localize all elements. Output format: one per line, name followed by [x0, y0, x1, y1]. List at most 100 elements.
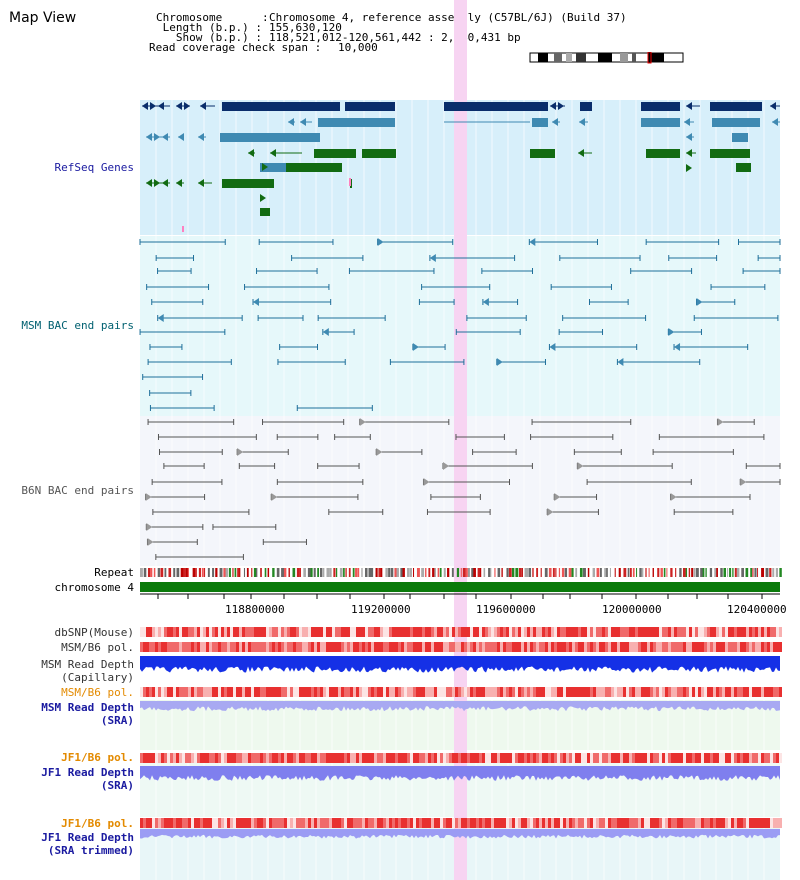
heat-cell: [194, 627, 197, 637]
heat-cell: [425, 753, 428, 763]
track-label-repeat[interactable]: Repeat: [94, 566, 134, 579]
repeat-mark: [599, 568, 602, 577]
heat-cell: [773, 627, 776, 637]
heat-cell: [359, 753, 362, 763]
heat-cell: [308, 642, 311, 652]
track-label-jf1-depth-sra[interactable]: JF1 Read Depth: [41, 766, 134, 779]
heat-cell: [287, 753, 290, 763]
repeat-mark: [524, 568, 528, 577]
heat-cell: [551, 627, 554, 637]
heat-cell: [311, 627, 314, 637]
b6n-arrow: [442, 462, 449, 470]
heat-cell: [539, 687, 542, 697]
gene-arrow: [772, 118, 778, 126]
heat-cell: [410, 687, 413, 697]
heat-cell: [302, 687, 305, 697]
track-label-msm-b6-pol-2[interactable]: MSM/B6 pol.: [61, 686, 134, 699]
heat-cell: [695, 687, 698, 697]
heat-cell: [323, 627, 326, 637]
repeat-mark: [409, 568, 412, 577]
heat-cell: [443, 627, 446, 637]
heat-cell: [605, 753, 608, 763]
track-label-msm-depth-capillary[interactable]: MSM Read Depth: [41, 658, 134, 671]
track-label-msm-b6-pol[interactable]: MSM/B6 pol.: [61, 641, 134, 654]
heat-cell: [590, 753, 593, 763]
heat-cell: [623, 818, 626, 828]
repeat-mark: [176, 568, 180, 577]
heat-cell: [305, 687, 308, 697]
repeat-mark: [471, 568, 474, 577]
track-label-refseq[interactable]: RefSeq Genes: [54, 161, 134, 174]
heat-cell: [245, 818, 248, 828]
heat-cell: [260, 687, 263, 697]
b6n-arrow: [271, 493, 278, 501]
gene-exon: [641, 102, 680, 111]
repeat-mark: [494, 568, 496, 577]
heat-cell: [731, 818, 734, 828]
heat-cell: [155, 642, 158, 652]
repeat-mark: [204, 568, 206, 577]
heat-cell: [449, 818, 452, 828]
heat-cell: [593, 818, 596, 828]
heat-cell: [719, 627, 722, 637]
gene-exon: [530, 149, 555, 158]
heat-cell: [473, 753, 476, 763]
heat-cell: [710, 818, 713, 828]
heat-cell: [386, 687, 389, 697]
heat-cell: [221, 687, 224, 697]
repeat-mark: [303, 568, 306, 577]
heat-cell: [161, 818, 164, 828]
heat-cell: [161, 687, 164, 697]
heat-cell: [341, 642, 344, 652]
heat-cell: [632, 687, 635, 697]
repeat-mark: [700, 568, 704, 577]
track-label-msm-depth-sra[interactable]: MSM Read Depth: [41, 701, 134, 714]
heat-cell: [503, 642, 506, 652]
heat-cell: [725, 687, 728, 697]
heat-cell: [383, 627, 386, 637]
heat-cell: [617, 627, 620, 637]
heat-cell: [518, 687, 521, 697]
heat-cell: [203, 627, 206, 637]
heat-cell: [329, 753, 332, 763]
repeat-mark: [558, 568, 561, 577]
bac-arrow: [322, 328, 329, 336]
heat-cell: [440, 627, 443, 637]
heat-cell: [323, 753, 326, 763]
heat-cell: [404, 687, 407, 697]
repeat-mark: [705, 568, 707, 577]
chromosome-ideogram[interactable]: [528, 52, 688, 64]
heat-cell: [599, 818, 602, 828]
heat-cell: [698, 818, 701, 828]
gene-exon: [532, 118, 548, 127]
track-label-jf1-depth-trimmed[interactable]: JF1 Read Depth: [41, 831, 134, 844]
bac-arrow: [696, 298, 703, 306]
heat-cell: [764, 818, 767, 828]
heat-cell: [170, 818, 173, 828]
heat-cell: [413, 627, 416, 637]
axis-tick-label: 120400000: [727, 603, 787, 616]
track-label-jf1-b6-pol[interactable]: JF1/B6 pol.: [61, 751, 134, 764]
heat-cell: [698, 687, 701, 697]
heat-cell: [650, 818, 653, 828]
heat-cell: [503, 818, 506, 828]
heat-cell: [353, 818, 356, 828]
track-label-msm-bac[interactable]: MSM BAC end pairs: [21, 319, 134, 332]
track-label-jf1-b6-pol-2[interactable]: JF1/B6 pol.: [61, 817, 134, 830]
heat-cell: [521, 642, 524, 652]
heat-cell: [329, 627, 332, 637]
heat-cell: [647, 818, 650, 828]
heat-cell: [179, 627, 182, 637]
heat-cell: [293, 753, 296, 763]
heat-cell: [572, 753, 575, 763]
heat-cell: [755, 642, 758, 652]
track-label-dbsnp[interactable]: dbSNP(Mouse): [54, 626, 134, 639]
heat-cell: [221, 818, 224, 828]
heat-cell: [260, 627, 263, 637]
heat-cell: [725, 627, 728, 637]
b6n-arrow: [147, 538, 154, 546]
heat-cell: [722, 627, 725, 637]
track-label-b6n-bac[interactable]: B6N BAC end pairs: [21, 484, 134, 497]
heat-cell: [254, 687, 257, 697]
